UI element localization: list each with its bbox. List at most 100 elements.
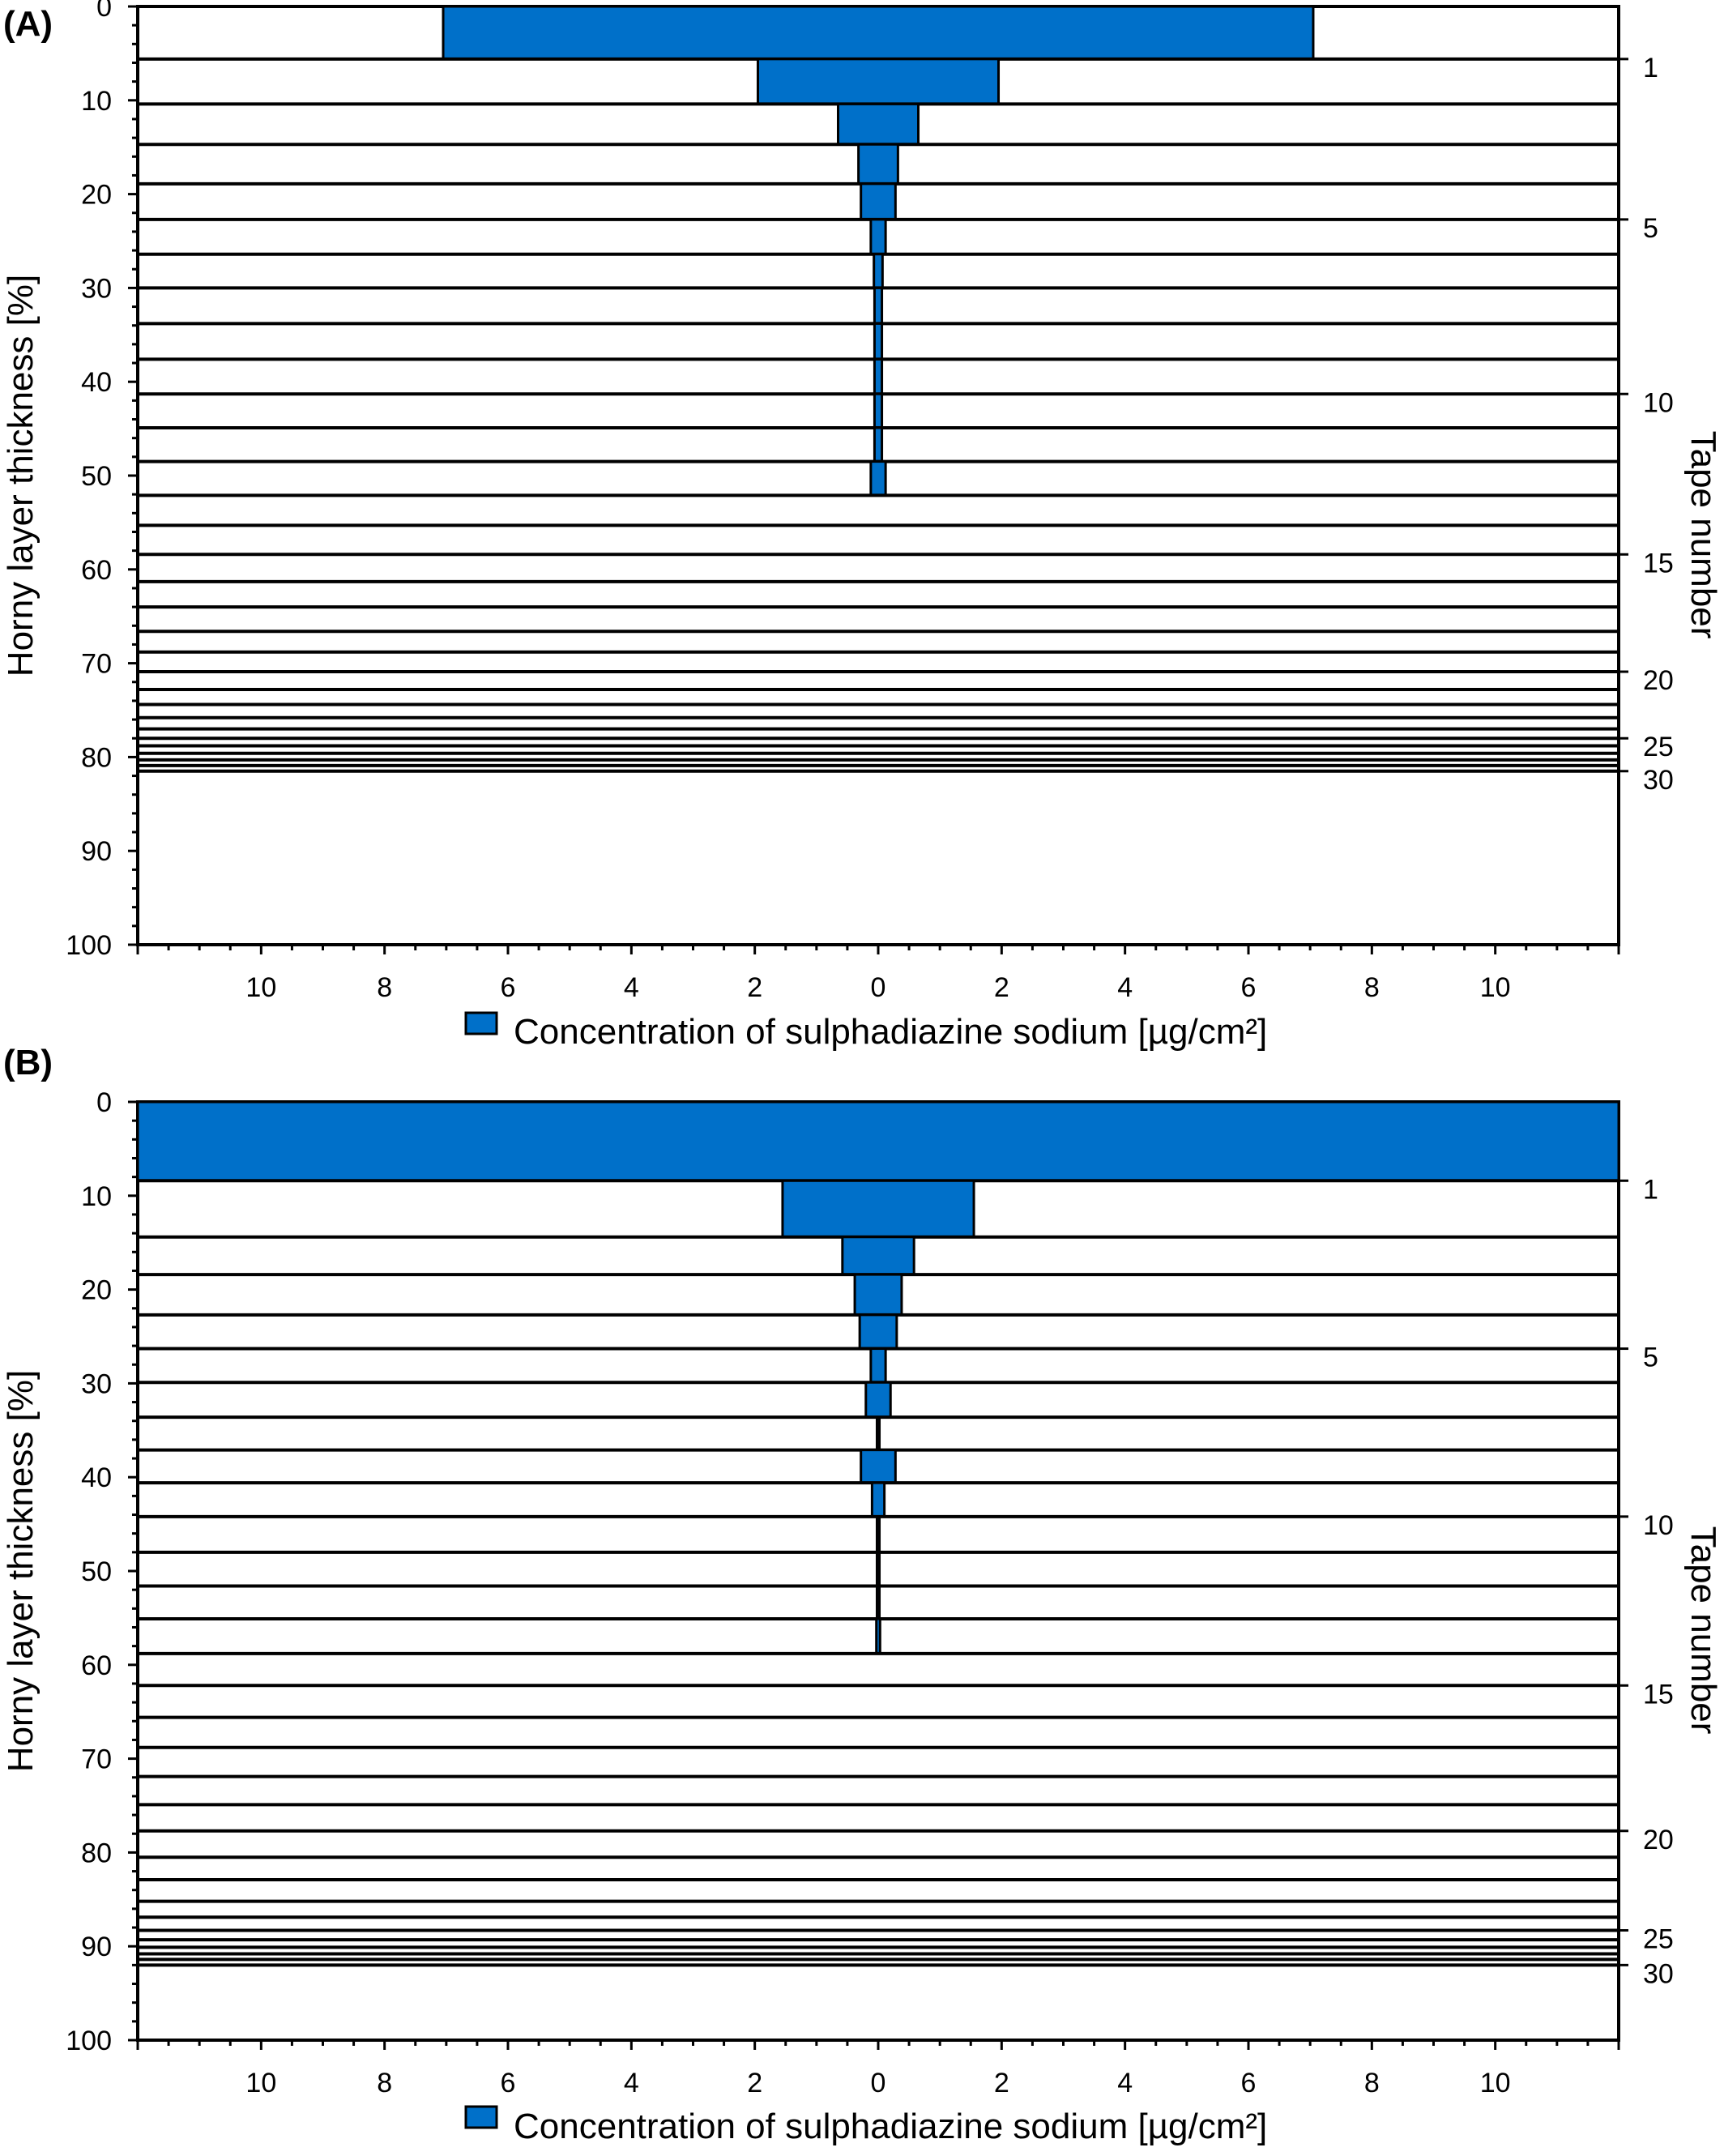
x-tick-label: 10 — [245, 972, 276, 1003]
bar-tape-9 — [873, 322, 884, 361]
panel-label: (B) — [3, 1043, 53, 1082]
panel-label: (A) — [3, 4, 53, 44]
y-tick-label: 100 — [66, 2026, 112, 2056]
x-tick-label: 6 — [1241, 2068, 1257, 2098]
x-tick-label: 0 — [871, 972, 886, 1003]
bar-tape-10 — [870, 1481, 886, 1518]
bar-tape-7 — [864, 1381, 892, 1419]
bar-tape-8 — [873, 286, 884, 325]
bar-tape-13 — [875, 1585, 881, 1620]
y-tick-label: 50 — [81, 461, 112, 492]
legend-swatch — [464, 1011, 498, 1035]
bar-tape-11 — [875, 1515, 881, 1554]
bar-tape-2 — [781, 1179, 975, 1239]
y2-tick-label: 15 — [1643, 1679, 1674, 1710]
bar-tape-6 — [869, 1347, 887, 1384]
bar-tape-5 — [860, 182, 897, 221]
bar-tape-14 — [875, 1617, 881, 1655]
x-tick-label: 6 — [501, 2068, 516, 2098]
bar-tape-12 — [873, 426, 884, 463]
y2-axis-title: Tape number — [1683, 1526, 1723, 1735]
y-tick-label: 40 — [81, 1462, 112, 1493]
x-tick-label: 2 — [747, 2068, 762, 2098]
y2-tick-label: 5 — [1643, 213, 1658, 244]
y2-tick-label: 30 — [1643, 1958, 1674, 1989]
y2-tick-label: 30 — [1643, 765, 1674, 796]
bar-tape-13 — [869, 460, 887, 497]
y-tick-label: 20 — [81, 1275, 112, 1306]
x-axis-ticks: 10 8 6 4 2 0 2 4 6 8 10 — [136, 945, 1620, 1003]
y2-tick-label: 25 — [1643, 732, 1674, 762]
y2-tick-label: 1 — [1643, 1174, 1658, 1205]
x-tick-label: 8 — [1364, 2068, 1380, 2098]
x-tick-label: 6 — [501, 972, 516, 1003]
y2-tick-label: 1 — [1643, 53, 1658, 83]
bar-tape-4 — [853, 1273, 903, 1317]
y-tick-label: 60 — [81, 1650, 112, 1681]
tape-layers — [136, 1100, 1620, 1967]
bar-tape-1 — [136, 1100, 1620, 1182]
bar-tape-9 — [860, 1449, 897, 1484]
bar-tape-12 — [875, 1551, 881, 1588]
y-tick-label: 90 — [81, 836, 112, 867]
y2-axis-title: Tape number — [1683, 431, 1723, 639]
x-tick-label: 8 — [1364, 972, 1380, 1003]
y-tick-label: 90 — [81, 1932, 112, 1962]
y2-tick-label: 10 — [1643, 387, 1674, 418]
x-tick-label: 4 — [1117, 972, 1133, 1003]
y-tick-label: 80 — [81, 1838, 112, 1868]
x-tick-label: 2 — [994, 972, 1009, 1003]
y-axis-ticks: 0 10 20 30 40 50 60 70 80 90 100 — [66, 0, 138, 961]
y-tick-label: 20 — [81, 180, 112, 211]
bar-tape-2 — [756, 58, 1001, 105]
x-tick-label: 8 — [377, 972, 392, 1003]
y-tick-label: 30 — [81, 273, 112, 304]
bar-tape-1 — [442, 5, 1315, 61]
x-tick-label: 4 — [1117, 2068, 1133, 2098]
legend-label: Concentration of sulphadiazine sodium [µ… — [514, 1012, 1267, 1052]
y2-tick-label: 25 — [1643, 1924, 1674, 1955]
tape-layers — [138, 5, 1619, 773]
y-axis-title: Horny layer thickness [%] — [1, 275, 41, 677]
y-tick-label: 70 — [81, 1744, 112, 1775]
bar-tape-4 — [857, 143, 899, 186]
bar-tape-8 — [875, 1415, 881, 1452]
y-tick-label: 0 — [96, 1087, 112, 1118]
bar-tape-6 — [869, 218, 887, 256]
y2-tick-label: 10 — [1643, 1510, 1674, 1541]
y-tick-label: 10 — [81, 86, 112, 117]
bar-tape-7 — [873, 253, 884, 289]
x-tick-label: 10 — [245, 2068, 276, 2098]
bar-tape-3 — [841, 1236, 915, 1276]
x-tick-label: 10 — [1480, 972, 1511, 1003]
x-tick-label: 4 — [624, 2068, 639, 2098]
y-tick-label: 60 — [81, 555, 112, 586]
bar-tape-11 — [873, 392, 884, 429]
y2-tick-label: 20 — [1643, 1825, 1674, 1855]
legend-swatch — [464, 2105, 498, 2129]
y-tick-label: 0 — [96, 0, 112, 23]
y-tick-label: 30 — [81, 1368, 112, 1399]
y-axis-title: Horny layer thickness [%] — [1, 1370, 41, 1772]
x-tick-label: 0 — [871, 2068, 886, 2098]
y-tick-label: 80 — [81, 742, 112, 773]
y-tick-label: 10 — [81, 1181, 112, 1212]
x-tick-label: 8 — [377, 2068, 392, 2098]
x-axis-ticks: 10 8 6 4 2 0 2 4 6 8 10 — [136, 2040, 1620, 2098]
bar-tape-5 — [858, 1313, 898, 1351]
x-tick-label: 10 — [1480, 2068, 1511, 2098]
y-axis-ticks: 0 10 20 30 40 50 60 70 80 90 100 — [66, 1087, 138, 2056]
legend-label: Concentration of sulphadiazine sodium [µ… — [514, 2107, 1267, 2146]
x-tick-label: 2 — [747, 972, 762, 1003]
y2-tick-label: 20 — [1643, 665, 1674, 696]
y-tick-label: 40 — [81, 367, 112, 398]
y-tick-label: 70 — [81, 649, 112, 680]
bar-tape-10 — [873, 357, 884, 395]
y-tick-label: 100 — [66, 930, 112, 961]
x-tick-label: 6 — [1241, 972, 1257, 1003]
y2-tick-label: 5 — [1643, 1343, 1658, 1373]
